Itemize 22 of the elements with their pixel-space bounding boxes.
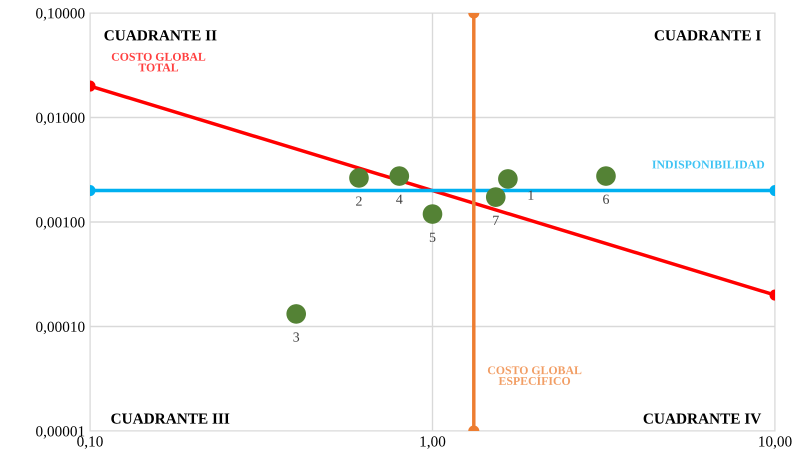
annotation: 3 [293, 332, 300, 342]
annotation: CUADRANTE I [654, 30, 761, 40]
y-tick-label: 0,00100 [36, 217, 85, 230]
annotation: 1 [528, 190, 534, 200]
y-tick-label: 0,01000 [36, 112, 85, 126]
series-label: INDISPONIBILIDAD [652, 160, 764, 169]
annotation: CUADRANTE III [111, 413, 230, 424]
x-tick-label: 1,00 [420, 436, 446, 449]
y-tick-label: 0,00001 [36, 426, 84, 439]
annotation: CUADRANTE II [104, 30, 217, 40]
x-tick-label: 10,00 [759, 436, 792, 449]
series-label: COSTO GLOBAL ESPECÍFICO [488, 366, 582, 385]
y-tick-label: 0,00010 [36, 322, 85, 334]
annotation: CUADRANTE IV [644, 413, 762, 424]
y-tick-label: 0,10000 [36, 8, 85, 21]
annotation: 6 [603, 194, 610, 204]
x-tick-label: 0,10 [77, 436, 103, 449]
annotation: 2 [356, 196, 362, 206]
annotation: 5 [430, 232, 436, 242]
annotation: 4 [396, 194, 403, 204]
series-label: COSTO GLOBAL TOTAL [112, 52, 206, 72]
annotation: 7 [493, 216, 499, 225]
